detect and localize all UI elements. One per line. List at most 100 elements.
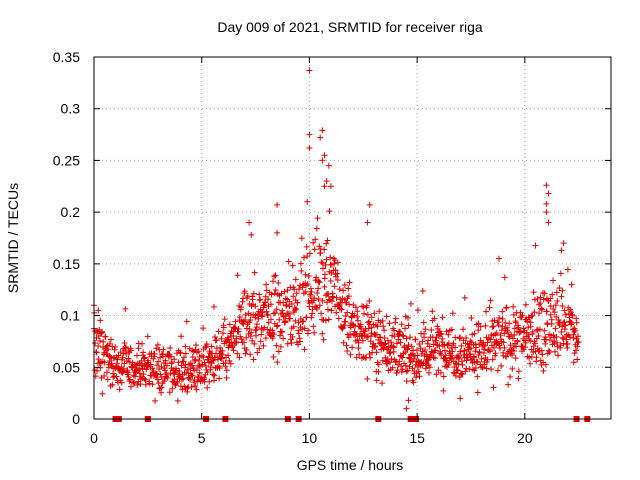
- data-point: [315, 278, 322, 285]
- data-point: [471, 367, 478, 374]
- data-point: [448, 352, 455, 359]
- data-point: [364, 219, 371, 226]
- data-point: [471, 330, 478, 337]
- data-point: [391, 333, 398, 340]
- data-point: [496, 314, 503, 321]
- data-point: [192, 356, 199, 363]
- data-point: [298, 267, 305, 274]
- data-point: [210, 371, 217, 378]
- data-point: [272, 272, 279, 279]
- data-point: [189, 372, 196, 379]
- data-point: [552, 325, 559, 332]
- data-point: [543, 182, 550, 189]
- data-point: [512, 355, 519, 362]
- data-point: [373, 377, 380, 384]
- data-point: [178, 362, 185, 369]
- data-point: [200, 325, 207, 332]
- data-point: [381, 327, 388, 334]
- data-point: [314, 215, 321, 222]
- data-point: [457, 334, 464, 341]
- data-point: [119, 354, 126, 361]
- data-point: [386, 350, 393, 357]
- data-point: [161, 367, 168, 374]
- data-point: [419, 288, 426, 295]
- data-point: [160, 346, 167, 353]
- data-point: [255, 315, 262, 322]
- data-point: [558, 293, 565, 300]
- data-point: [174, 397, 181, 404]
- data-point: [256, 297, 263, 304]
- data-point: [401, 343, 408, 350]
- data-point: [151, 350, 158, 357]
- data-point: [260, 342, 267, 349]
- data-point: [458, 358, 465, 365]
- data-point: [305, 327, 312, 334]
- data-point: [345, 285, 352, 292]
- data-point: [379, 380, 386, 387]
- data-point: [522, 301, 529, 308]
- data-point: [473, 358, 480, 365]
- data-point: [140, 349, 147, 356]
- data-point: [533, 327, 540, 334]
- data-point: [570, 359, 577, 366]
- data-point: [198, 352, 205, 359]
- data-point: [575, 339, 582, 346]
- data-point: [315, 296, 322, 303]
- data-point: [540, 296, 547, 303]
- y-tick-label: 0: [72, 411, 80, 427]
- data-point: [281, 288, 288, 295]
- data-point: [257, 338, 264, 345]
- data-point: [272, 287, 279, 294]
- data-point: [120, 365, 127, 372]
- y-tick-label: 0.3: [61, 101, 81, 117]
- data-point: [561, 307, 568, 314]
- data-point: [449, 310, 456, 317]
- data-point: [504, 324, 511, 331]
- data-point: [410, 379, 417, 386]
- data-point: [299, 318, 306, 325]
- data-point: [405, 322, 412, 329]
- data-point: [414, 347, 421, 354]
- data-point: [438, 330, 445, 337]
- data-point: [420, 319, 427, 326]
- data-point: [226, 321, 233, 328]
- data-point: [291, 304, 298, 311]
- data-point: [368, 330, 375, 337]
- data-point: [250, 356, 257, 363]
- data-point: [253, 332, 260, 339]
- data-point: [501, 330, 508, 337]
- data-point: [119, 369, 126, 376]
- data-point: [557, 270, 564, 277]
- data-point: [515, 368, 522, 375]
- data-point: [164, 374, 171, 381]
- data-point: [154, 341, 161, 348]
- data-point: [530, 289, 537, 296]
- data-point: [500, 339, 507, 346]
- data-point: [193, 367, 200, 374]
- data-point: [211, 333, 218, 340]
- data-point: [203, 341, 210, 348]
- data-point: [320, 336, 327, 343]
- data-point: [425, 337, 432, 344]
- data-point: [439, 314, 446, 321]
- data-point: [92, 340, 99, 347]
- data-point: [313, 304, 320, 311]
- data-point: [101, 359, 108, 366]
- data-point: [254, 321, 261, 328]
- data-point: [213, 336, 220, 343]
- data-point: [304, 253, 311, 260]
- data-point: [345, 293, 352, 300]
- data-point: [430, 354, 437, 361]
- data-point: [216, 365, 223, 372]
- data-point: [527, 337, 534, 344]
- data-point: [372, 342, 379, 349]
- data-point: [463, 365, 470, 372]
- data-point: [95, 356, 102, 363]
- data-point: [200, 354, 207, 361]
- data-point: [415, 368, 422, 375]
- data-point: [327, 183, 334, 190]
- data-point: [459, 361, 466, 368]
- data-point: [284, 340, 291, 347]
- data-point: [321, 246, 328, 253]
